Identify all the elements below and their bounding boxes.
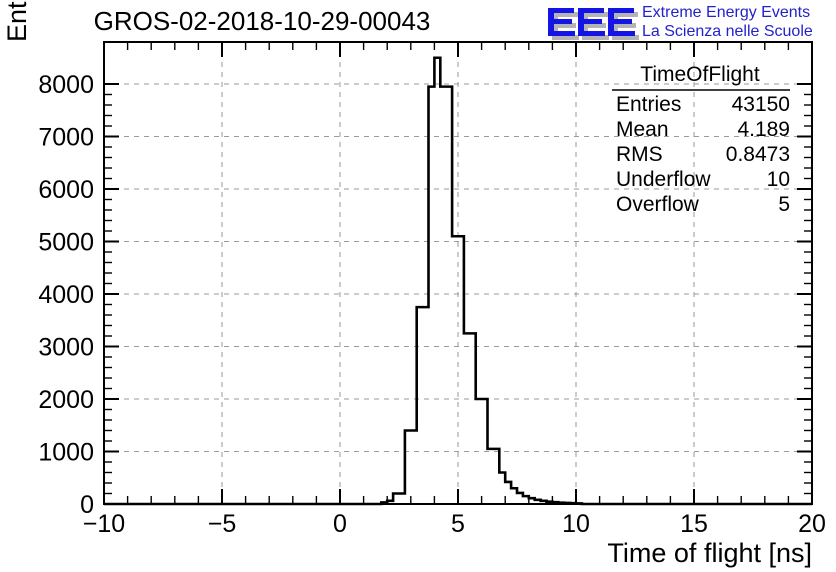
stats-row-label: Underflow [616, 168, 711, 191]
stats-row-value: 0.8473 [726, 143, 790, 166]
stats-row-value: 5 [778, 193, 790, 216]
stats-box-title: TimeOfFlight [640, 63, 760, 86]
stats-row-label: Overflow [616, 193, 700, 216]
x-tick-label: 10 [562, 510, 590, 538]
histogram-outline [104, 56, 812, 506]
stats-row-value: 43150 [732, 93, 790, 116]
stats-box: TimeOfFlight Entries 43150 Mean 4.189 RMS 0.8… [612, 63, 790, 216]
y-tick-label: 0 [80, 491, 94, 519]
stats-row-label: Mean [616, 118, 669, 141]
stats-row-label: Entries [616, 93, 681, 116]
eee-logo: Extreme Energy Events La Scienza nelle S… [548, 4, 813, 40]
x-tick-label: 0 [333, 510, 347, 538]
stats-row-label: RMS [616, 143, 663, 166]
grid-lines [103, 42, 813, 505]
y-axis-title: Entries/bin [2, 0, 32, 42]
x-tick-label: 20 [798, 510, 826, 538]
y-tick-label: 8000 [38, 71, 94, 99]
y-tick-label: 5000 [38, 229, 94, 257]
y-tick-label: 1000 [38, 439, 94, 467]
x-tick-label: −5 [208, 510, 237, 538]
y-tick-label: 7000 [38, 124, 94, 152]
axis-tick-labels: 0 1000 2000 3000 4000 5000 6000 7000 8000 −10 −5 0 5… [38, 71, 826, 538]
y-tick-label: 2000 [38, 386, 94, 414]
x-tick-label: −10 [83, 510, 125, 538]
logo-line-2: La Scienza nelle Scuole [642, 23, 813, 40]
stats-rows: Entries 43150 Mean 4.189 RMS 0.8473 Underflow 1… [616, 93, 790, 216]
page-title: GROS-02-2018-10-29-00043 [94, 6, 431, 36]
eee-logo-mark [548, 8, 635, 36]
histogram-curve [104, 56, 812, 506]
stats-row-value: 4.189 [737, 118, 790, 141]
x-tick-label: 5 [451, 510, 465, 538]
stats-row-value: 10 [767, 168, 790, 191]
y-tick-label: 6000 [38, 176, 94, 204]
x-axis-title: Time of flight [ns] [607, 538, 812, 568]
x-tick-label: 15 [680, 510, 708, 538]
eee-logo-mark-shadow [552, 12, 639, 40]
logo-line-1: Extreme Energy Events [642, 4, 810, 21]
y-tick-label: 4000 [38, 281, 94, 309]
plot-frame [103, 41, 813, 505]
y-tick-label: 3000 [38, 334, 94, 362]
